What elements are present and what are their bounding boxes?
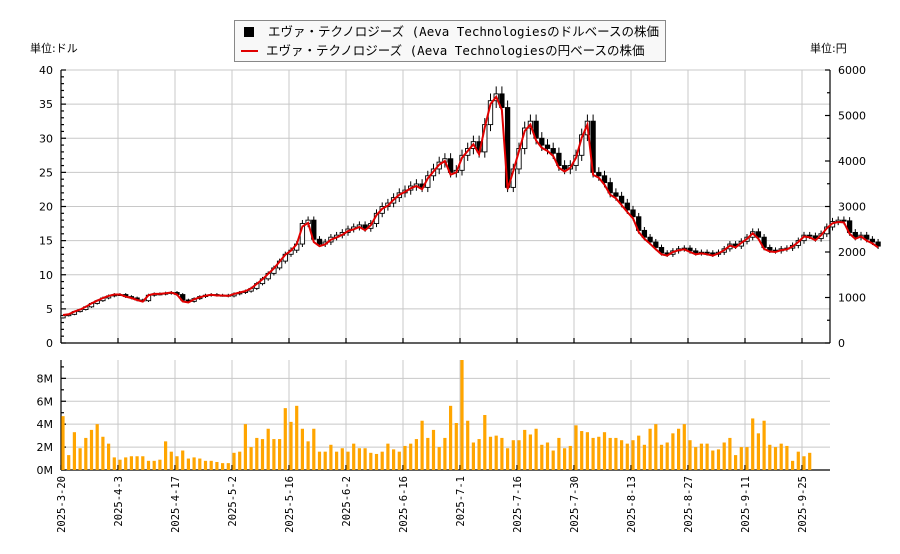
grid-lines — [61, 69, 830, 470]
y-tick-left: 20 — [39, 201, 53, 214]
legend-jpy-label: エヴァ・テクノロジーズ (Aeva Technologiesの円ベースの株価 — [266, 43, 645, 58]
y-tick-left: 5 — [46, 303, 53, 316]
y-tick-volume: 4M — [37, 418, 54, 431]
y-tick-right: 0 — [838, 337, 845, 350]
chart-legend: エヴァ・テクノロジーズ (Aeva Technologiesのドルベースの株価 … — [234, 20, 666, 62]
x-tick-date: 2025-7-30 — [569, 476, 581, 533]
x-tick-date: 2025-6-2 — [341, 476, 353, 527]
x-tick-date: 2025-9-11 — [740, 476, 752, 533]
x-tick-date: 2025-5-2 — [227, 476, 239, 527]
y-tick-right: 5000 — [838, 110, 866, 123]
x-tick-date: 2025-4-17 — [170, 476, 182, 533]
volume-bars — [61, 360, 812, 470]
y-tick-volume: 8M — [37, 372, 54, 385]
jpy-price-line — [62, 94, 879, 316]
candlesticks — [60, 86, 881, 319]
x-tick-date: 2025-8-27 — [683, 476, 695, 533]
y-tick-left: 25 — [39, 166, 53, 179]
y-tick-left: 0 — [46, 337, 53, 350]
y-tick-right: 1000 — [838, 292, 866, 305]
x-tick-date: 2025-9-25 — [797, 476, 809, 533]
legend-item-jpy: エヴァ・テクノロジーズ (Aeva Technologiesの円ベースの株価 — [241, 42, 645, 60]
legend-item-usd: エヴァ・テクノロジーズ (Aeva Technologiesのドルベースの株価 — [241, 23, 659, 41]
black-square-icon — [244, 27, 254, 37]
legend-usd-label: エヴァ・テクノロジーズ (Aeva Technologiesのドルベースの株価 — [268, 24, 659, 39]
x-tick-date: 2025-6-16 — [398, 476, 410, 533]
y-tick-left: 15 — [39, 235, 53, 248]
y-tick-left: 10 — [39, 269, 53, 282]
y-tick-left: 35 — [39, 98, 53, 111]
y-tick-right: 3000 — [838, 201, 866, 214]
right-axis-unit: 単位:円 — [810, 42, 847, 55]
x-tick-date: 2025-4-3 — [113, 476, 125, 527]
x-tick-date: 2025-8-13 — [626, 476, 638, 533]
x-tick-date: 2025-7-16 — [512, 476, 524, 533]
y-tick-left: 40 — [39, 64, 53, 77]
y-tick-volume: 2M — [37, 441, 54, 454]
y-tick-right: 6000 — [838, 64, 866, 77]
x-tick-date: 2025-7-1 — [455, 476, 467, 527]
left-axis-unit: 単位:ドル — [30, 42, 78, 55]
axes — [60, 69, 831, 471]
y-tick-volume: 0M — [37, 464, 54, 477]
x-tick-date: 2025-5-16 — [284, 476, 296, 533]
x-tick-date: 2025-3-20 — [56, 476, 68, 533]
y-tick-volume: 6M — [37, 395, 54, 408]
y-tick-left: 30 — [39, 132, 53, 145]
y-tick-right: 2000 — [838, 246, 866, 259]
y-tick-right: 4000 — [838, 155, 866, 168]
red-line-icon — [241, 50, 258, 52]
